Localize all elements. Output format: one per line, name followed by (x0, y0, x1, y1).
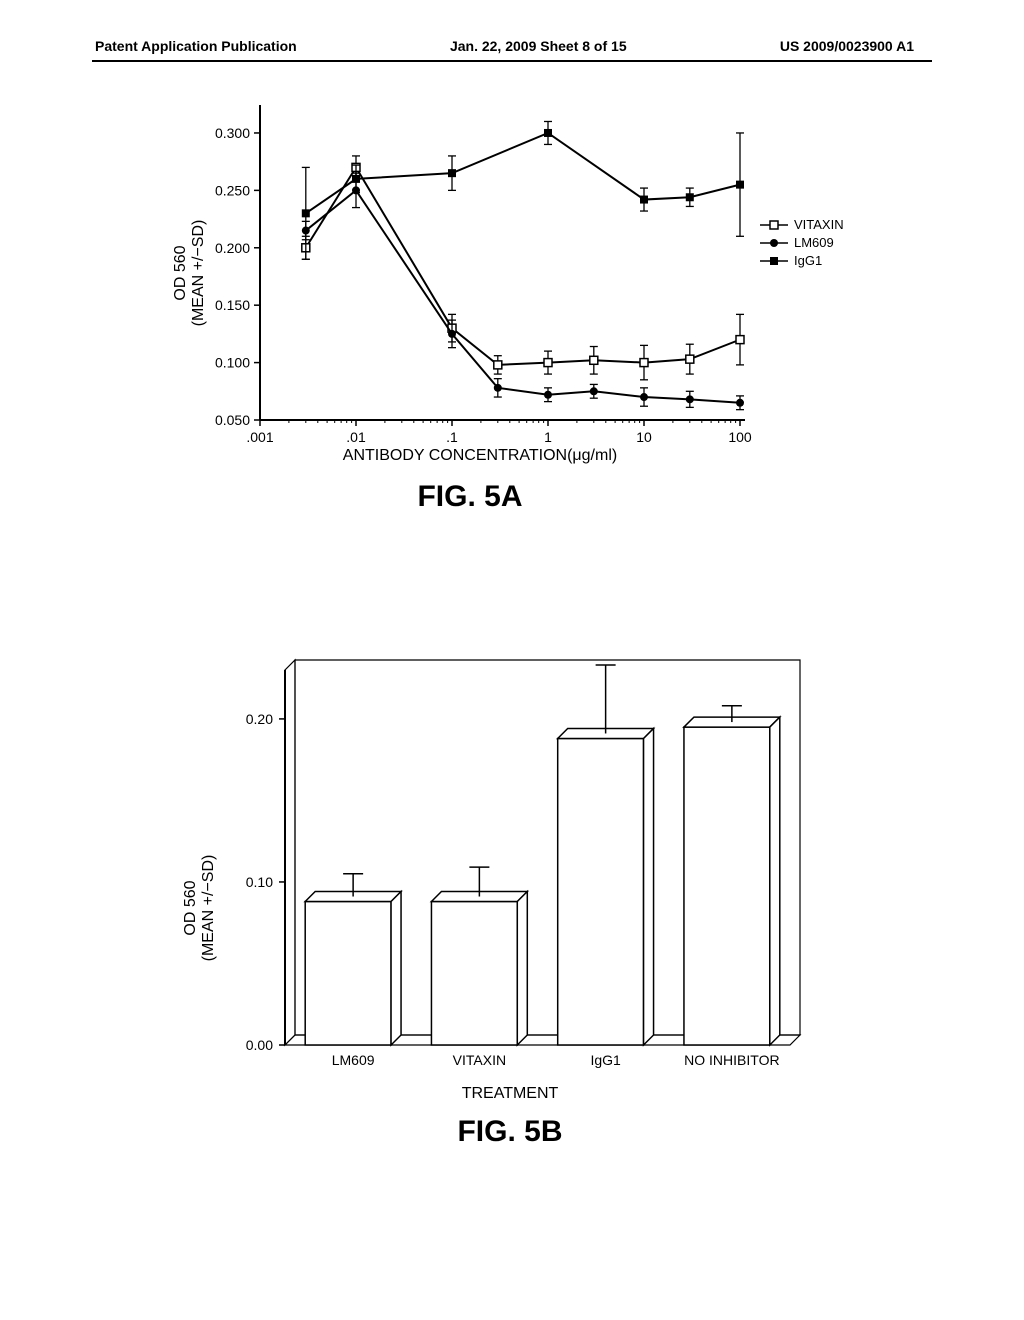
svg-text:IgG1: IgG1 (794, 253, 822, 268)
svg-text:0.300: 0.300 (215, 125, 250, 141)
svg-text:0.10: 0.10 (246, 874, 273, 890)
fig5b-xlabel: TREATMENT (410, 1085, 610, 1103)
svg-text:0.00: 0.00 (246, 1037, 273, 1053)
header-left: Patent Application Publication (95, 38, 297, 54)
svg-text:IgG1: IgG1 (590, 1052, 621, 1068)
header-right: US 2009/0023900 A1 (780, 38, 914, 54)
svg-text:100: 100 (728, 429, 752, 445)
svg-text:.1: .1 (446, 429, 458, 445)
svg-text:NO INHIBITOR: NO INHIBITOR (684, 1052, 779, 1068)
fig5a-ylabel: OD 560 (MEAN +/−SD) (172, 213, 208, 333)
svg-text:VITAXIN: VITAXIN (794, 217, 844, 232)
svg-text:0.250: 0.250 (215, 182, 250, 198)
svg-text:VITAXIN: VITAXIN (453, 1052, 506, 1068)
header-center: Jan. 22, 2009 Sheet 8 of 15 (450, 38, 627, 54)
svg-text:LM609: LM609 (794, 235, 834, 250)
figure-5b: 0.00 0.10 0.20 LM609 VITAXIN IgG1 NO INHIBITOR… (180, 640, 830, 1200)
fig5b-ylabel: OD 560 (MEAN +/−SD) (182, 848, 218, 968)
figure-5a: 0.050 0.100 0.150 0.200 0.250 0.300 .001 .01 .1 1… (170, 95, 870, 535)
svg-text:10: 10 (636, 429, 652, 445)
figure-5b-plot: 0.00 0.10 0.20 LM609 VITAXIN IgG1 NO INHIBITOR (180, 640, 830, 1100)
svg-text:0.150: 0.150 (215, 297, 250, 313)
svg-text:0.100: 0.100 (215, 355, 250, 371)
figure-5a-plot: 0.050 0.100 0.150 0.200 0.250 0.300 .001 .01 .1 1… (170, 95, 870, 475)
svg-text:LM609: LM609 (332, 1052, 375, 1068)
svg-text:0.200: 0.200 (215, 240, 250, 256)
fig5b-title: FIG. 5B (410, 1115, 610, 1149)
fig5a-title: FIG. 5A (370, 480, 570, 514)
svg-text:.001: .001 (246, 429, 273, 445)
svg-text:1: 1 (544, 429, 552, 445)
fig5a-xlabel: ANTIBODY CONCENTRATION(μg/ml) (320, 447, 640, 465)
page-header: Patent Application Publication Jan. 22, … (0, 38, 1024, 54)
svg-text:0.20: 0.20 (246, 711, 273, 727)
svg-text:.01: .01 (346, 429, 366, 445)
header-rule (92, 60, 932, 62)
svg-text:0.050: 0.050 (215, 412, 250, 428)
